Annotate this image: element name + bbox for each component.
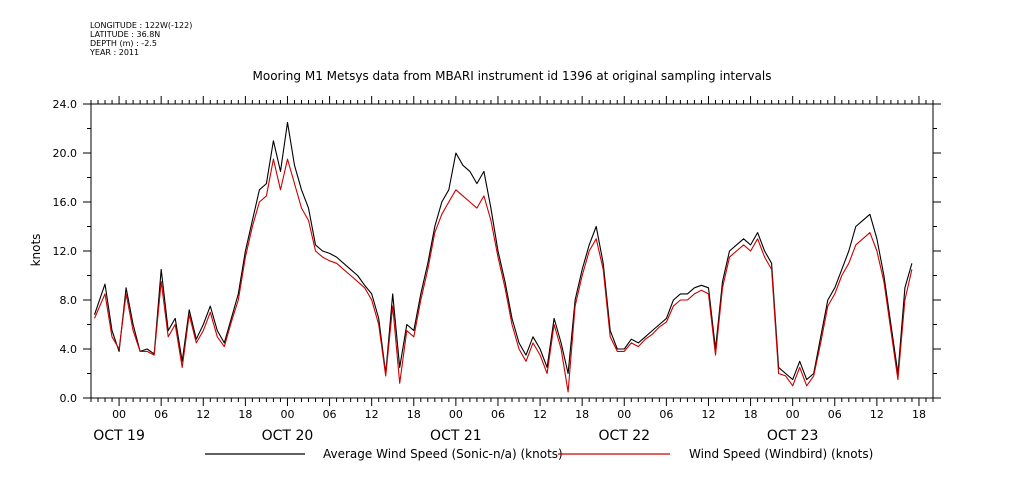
depth-label: DEPTH (m) : -2.5 (90, 39, 157, 48)
x-hour-tick-label: 00 (280, 408, 294, 421)
x-hour-tick-label: 06 (828, 408, 842, 421)
x-hour-tick-label: 12 (196, 408, 210, 421)
x-hour-tick-label: 06 (323, 408, 337, 421)
x-hour-tick-label: 00 (617, 408, 631, 421)
x-hour-tick-label: 06 (659, 408, 673, 421)
y-tick-label: 16.0 (53, 196, 78, 209)
metadata-block: LONGITUDE : 122W(-122) LATITUDE : 36.8N … (90, 21, 192, 57)
x-day-label: OCT 22 (598, 428, 650, 444)
x-hour-tick-label: 18 (575, 408, 589, 421)
x-hour-tick-label: 12 (533, 408, 547, 421)
y-tick-label: 4.0 (60, 343, 78, 356)
latitude-label: LATITUDE : 36.8N (90, 30, 161, 39)
longitude-label: LONGITUDE : 122W(-122) (90, 21, 193, 30)
series-layer (93, 121, 913, 393)
series-line-windbird (93, 158, 913, 393)
x-hour-tick-label: 06 (154, 408, 168, 421)
series-line-sonic-average (93, 121, 913, 381)
x-hour-tick-label: 12 (701, 408, 715, 421)
legend-label-sonic-average: Average Wind Speed (Sonic-n/a) (knots) (323, 447, 563, 461)
x-day-label: OCT 23 (767, 428, 819, 444)
legend-label-windbird: Wind Speed (Windbird) (knots) (689, 447, 873, 461)
x-hour-tick-label: 18 (407, 408, 421, 421)
y-axis-label: knots (29, 234, 43, 267)
x-hour-tick-label: 18 (912, 408, 926, 421)
axis-labels: 00 06 12 18 00 06 12 18 00 06 12 18 00 06 12 18 00 06 12 18… (53, 98, 926, 444)
legend: Average Wind Speed (Sonic-n/a) (knots) Wi… (205, 447, 873, 461)
x-hour-tick-label: 00 (786, 408, 800, 421)
x-day-label: OCT 21 (430, 428, 482, 444)
x-day-label: OCT 20 (262, 428, 314, 444)
plot-frame (90, 103, 934, 399)
x-day-label: OCT 19 (93, 428, 145, 444)
x-hour-tick-label: 06 (491, 408, 505, 421)
x-hour-tick-label: 00 (449, 408, 463, 421)
y-tick-label: 24.0 (53, 98, 78, 111)
axis-ticks (83, 96, 941, 406)
y-tick-label: 8.0 (60, 294, 78, 307)
chart-title: Mooring M1 Metsys data from MBARI instru… (253, 69, 772, 83)
x-hour-tick-label: 18 (238, 408, 252, 421)
y-tick-label: 12.0 (53, 245, 78, 258)
y-tick-label: 20.0 (53, 147, 78, 160)
x-hour-tick-label: 12 (870, 408, 884, 421)
x-hour-tick-label: 12 (365, 408, 379, 421)
x-hour-tick-label: 18 (744, 408, 758, 421)
x-hour-tick-label: 00 (112, 408, 126, 421)
y-tick-label: 0.0 (60, 392, 78, 405)
year-label: YEAR : 2011 (90, 48, 140, 57)
